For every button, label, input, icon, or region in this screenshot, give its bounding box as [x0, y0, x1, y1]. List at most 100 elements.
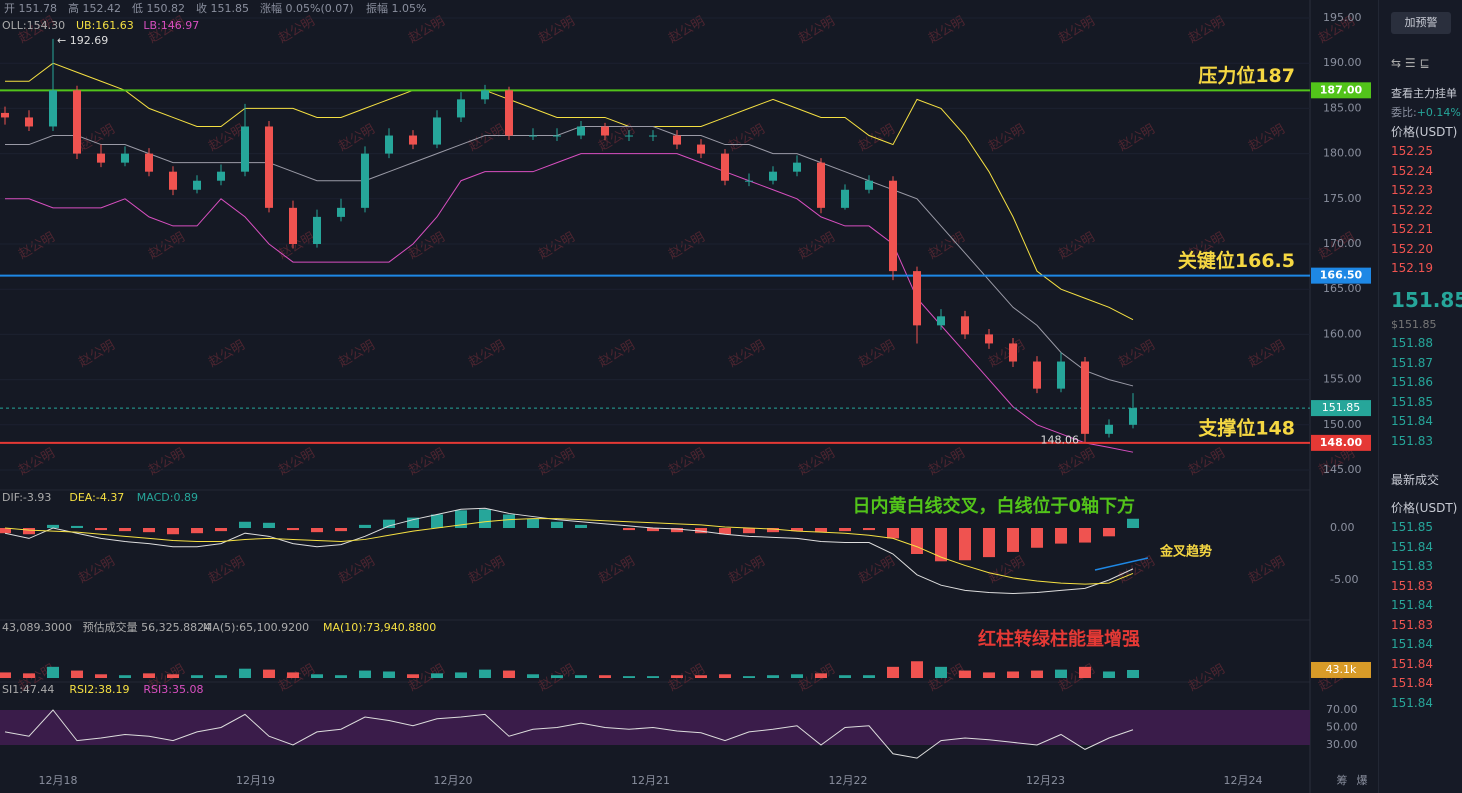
candle-body [841, 189, 849, 208]
macd-bar [71, 525, 83, 528]
trades-title: 最新成交 [1391, 473, 1440, 487]
candle-body [289, 207, 297, 244]
volume-bar [671, 675, 683, 678]
macd-bar [911, 528, 923, 554]
x-tick-label: 12月19 [236, 774, 275, 787]
volume-bar [1055, 669, 1067, 678]
orders-link[interactable]: 查看主力挂单 [1391, 86, 1457, 100]
macd-bar [383, 519, 395, 528]
watermark: 赵公明 [406, 446, 447, 478]
volume-bar [215, 675, 227, 678]
ohlc-label: 振幅 1.05% [366, 1, 426, 15]
candle-body [817, 162, 825, 208]
volume-bar [935, 666, 947, 678]
macd-bar [47, 524, 59, 528]
macd-bar [671, 528, 683, 533]
volume-bar [1079, 666, 1091, 678]
watermark: 赵公明 [466, 122, 507, 154]
price-row: 151.83 [1391, 559, 1433, 573]
last-price: 151.85 [1391, 287, 1462, 312]
macd-bar [959, 528, 971, 561]
level-tag-label: 187.00 [1320, 83, 1363, 96]
volume-bar [863, 675, 875, 678]
watermark: 赵公明 [536, 446, 577, 478]
volume-bar [359, 670, 371, 678]
watermark: 赵公明 [796, 14, 837, 46]
ohlc-label: 低 150.82 [132, 2, 185, 15]
alert-button[interactable]: 加预警 [1391, 12, 1451, 34]
candle-body [625, 135, 633, 137]
chart: 赵公明 赵公明 赵公明 赵公明 赵公明 赵公明 赵公明 赵公明 赵公明 赵公明 赵公明赵公明 赵公明赵… [0, 0, 1378, 793]
watermark: 赵公明 [1186, 662, 1227, 694]
macd-bar [191, 528, 203, 534]
price-row: 151.84 [1391, 695, 1433, 710]
level-note: 支撑位148 [1197, 416, 1295, 439]
watermark: 赵公明 [796, 662, 837, 694]
price-head: 价格(USDT) [1391, 124, 1458, 139]
candle-body [1081, 361, 1089, 434]
y-tick-label: 185.00 [1323, 101, 1362, 114]
candle-body [721, 153, 729, 181]
watermark: 赵公明 [406, 662, 447, 694]
watermark: 赵公明 [276, 662, 317, 694]
macd-bar [119, 528, 131, 532]
arrow [1094, 557, 1149, 571]
volume-bar [0, 672, 11, 678]
watermark: 赵公明 [926, 14, 967, 46]
macd-note2: 金叉趋势 [1159, 544, 1212, 560]
candle-body [409, 135, 417, 145]
macd-bar [23, 528, 35, 535]
price-row: 151.84 [1391, 598, 1433, 612]
watermark: 赵公明 [986, 122, 1027, 154]
x-tick-label: 12月24 [1224, 774, 1263, 787]
watermark: 赵公明 [796, 230, 837, 262]
x-tick-label: 12月22 [829, 774, 868, 787]
dif-line [4, 507, 1134, 595]
watermark: 赵公明 [986, 554, 1027, 586]
candle-body [649, 135, 657, 137]
watermark: 赵公明 [336, 338, 377, 370]
macd-bar [983, 528, 995, 558]
volume-bar [191, 675, 203, 678]
watermark: 赵公明 [1116, 338, 1157, 370]
legend-label: SI1:47.44 [2, 683, 54, 696]
level-tag-label: 148.00 [1320, 436, 1363, 449]
last-price-usd: $151.85 [1391, 317, 1437, 331]
macd-bar [743, 528, 755, 534]
watermark: 赵公明 [666, 662, 707, 694]
tabs[interactable]: ⇆ ☰ ⊑ [1391, 56, 1430, 70]
y-tick-label: 170.00 [1323, 237, 1362, 250]
price-row: 151.85 [1391, 394, 1433, 409]
volume-bar [431, 673, 443, 678]
watermark: 赵公明 [336, 554, 377, 586]
watermark: 赵公明 [666, 14, 707, 46]
candle-body [457, 99, 465, 118]
volume-bar [479, 669, 491, 678]
watermark: 赵公明 [666, 230, 707, 262]
x-tick-label: 12月20 [434, 774, 473, 787]
watermark: 赵公明 [926, 446, 967, 478]
watermark: 赵公明 [76, 338, 117, 370]
candle-body [553, 135, 561, 137]
macd-bar [815, 528, 827, 533]
watermark: 赵公明 [16, 446, 57, 478]
candle-body [1033, 361, 1041, 389]
volume-bar [311, 674, 323, 678]
high-label: ← 192.69 [57, 34, 108, 47]
candle-body [241, 126, 249, 172]
volume-bar [911, 661, 923, 678]
candle-body [865, 180, 873, 190]
rsi-tick-label: 30.00 [1326, 738, 1358, 751]
watermark: 赵公明 [146, 446, 187, 478]
macd-bar [311, 528, 323, 533]
legend-label: MACD:0.89 [137, 491, 198, 504]
candle-body [529, 135, 537, 137]
watermark: 赵公明 [796, 446, 837, 478]
volume-bar [695, 675, 707, 678]
watermark: 赵公明 [726, 554, 767, 586]
watermark: 赵公明 [1186, 446, 1227, 478]
watermark: 赵公明 [596, 554, 637, 586]
level-tag [1311, 82, 1371, 99]
price-row: 151.88 [1391, 336, 1433, 350]
macd-bar [1103, 528, 1115, 537]
